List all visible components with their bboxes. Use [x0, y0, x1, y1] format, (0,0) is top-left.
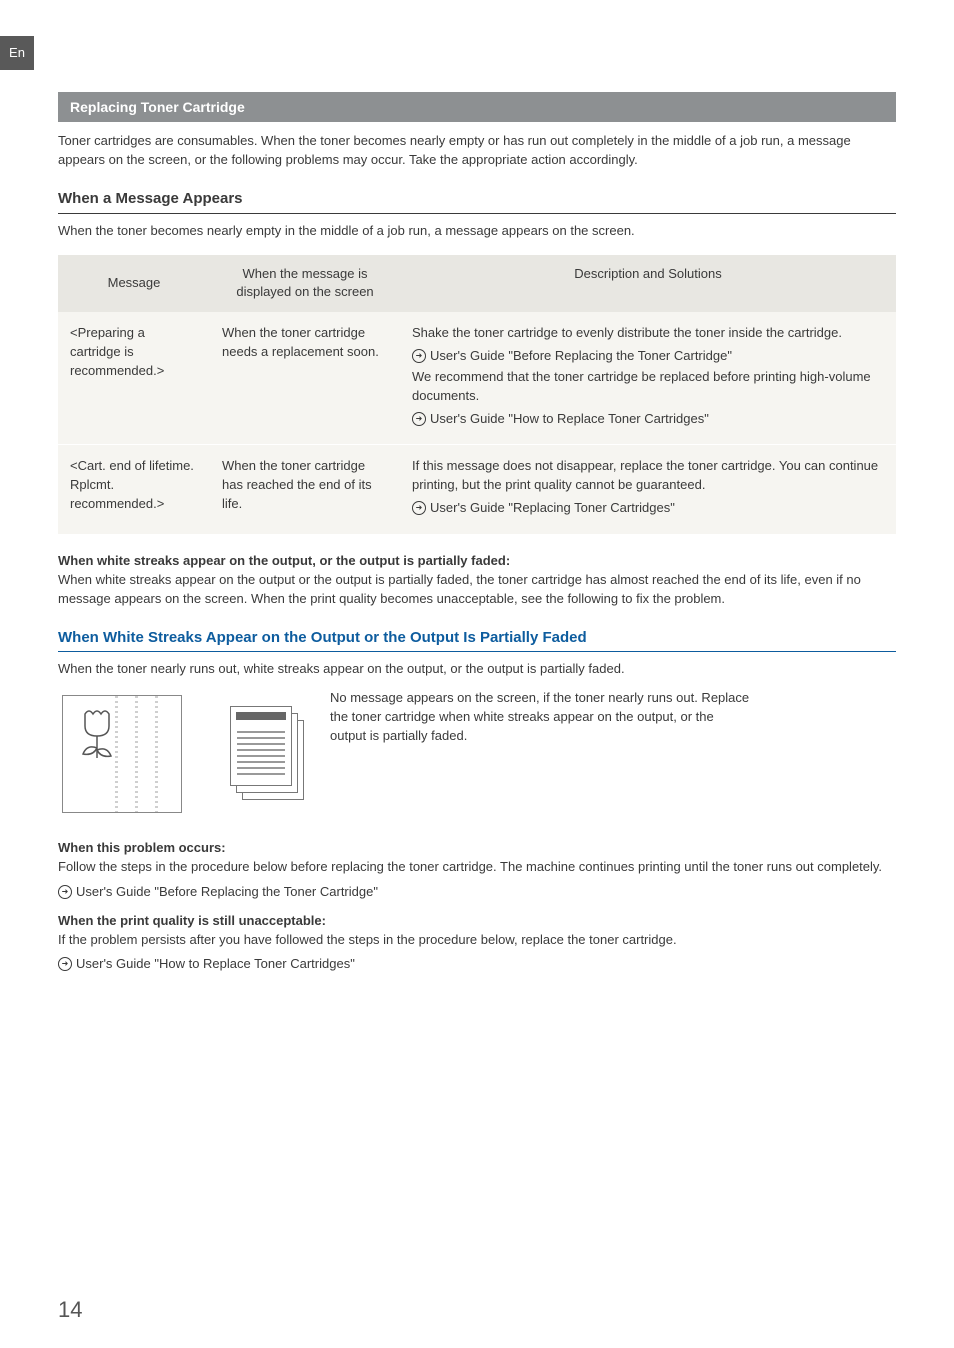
quality-unacceptable-heading: When the print quality is still unaccept… — [58, 912, 896, 931]
table-row: <Preparing a cartridge is recommended.> … — [58, 312, 896, 444]
intro-paragraph: Toner cartridges are consumables. When t… — [58, 132, 896, 170]
streaks-illustration — [58, 689, 308, 819]
guide-link-text: User's Guide "How to Replace Toner Cartr… — [76, 955, 355, 974]
quality-unacceptable-paragraph: If the problem persists after you have f… — [58, 931, 896, 950]
cell-message: <Cart. end of lifetime. Rplcmt. recommen… — [58, 445, 210, 534]
cell-when: When the toner cartridge has reached the… — [210, 445, 400, 534]
heading-white-streaks: When White Streaks Appear on the Output … — [58, 627, 896, 653]
guide-link: User's Guide "How to Replace Toner Cartr… — [412, 410, 884, 429]
guide-link-text: User's Guide "Before Replacing the Toner… — [430, 347, 732, 366]
streaks-bold-heading: When white streaks appear on the output,… — [58, 552, 896, 571]
table-header-message: Message — [58, 255, 210, 313]
message-intro: When the toner becomes nearly empty in t… — [58, 222, 896, 241]
cell-desc: Shake the toner cartridge to evenly dist… — [400, 312, 896, 444]
message-table: Message When the message is displayed on… — [58, 255, 896, 534]
table-header-row: Message When the message is displayed on… — [58, 255, 896, 313]
guide-link: User's Guide "Before Replacing the Toner… — [412, 347, 884, 366]
page-number: 14 — [58, 1294, 82, 1326]
cell-message: <Preparing a cartridge is recommended.> — [58, 312, 210, 444]
table-header-desc: Description and Solutions — [400, 255, 896, 313]
guide-link: User's Guide "Replacing Toner Cartridges… — [412, 499, 884, 518]
problem-occurs-heading: When this problem occurs: — [58, 839, 896, 858]
streaks-intro: When the toner nearly runs out, white st… — [58, 660, 896, 679]
table-header-when: When the message is displayed on the scr… — [210, 255, 400, 313]
arrow-icon — [412, 412, 426, 426]
desc-text: We recommend that the toner cartridge be… — [412, 368, 884, 406]
table-row: <Cart. end of lifetime. Rplcmt. recommen… — [58, 444, 896, 534]
arrow-icon — [412, 349, 426, 363]
faded-output-illustration — [62, 695, 182, 813]
desc-text: If this message does not disappear, repl… — [412, 457, 884, 495]
streaks-side-text: No message appears on the screen, if the… — [330, 689, 750, 746]
cell-when: When the toner cartridge needs a replace… — [210, 312, 400, 444]
guide-link-text: User's Guide "Replacing Toner Cartridges… — [430, 499, 675, 518]
heading-message-appears: When a Message Appears — [58, 188, 896, 214]
streaks-paragraph: When white streaks appear on the output … — [58, 571, 896, 609]
arrow-icon — [58, 885, 72, 899]
arrow-icon — [412, 501, 426, 515]
section-title-bar: Replacing Toner Cartridge — [58, 92, 896, 122]
guide-link-text: User's Guide "How to Replace Toner Cartr… — [430, 410, 709, 429]
cell-desc: If this message does not disappear, repl… — [400, 445, 896, 534]
desc-text: Shake the toner cartridge to evenly dist… — [412, 324, 884, 343]
guide-link: User's Guide "How to Replace Toner Cartr… — [58, 955, 896, 974]
guide-link-text: User's Guide "Before Replacing the Toner… — [76, 883, 378, 902]
arrow-icon — [58, 957, 72, 971]
guide-link: User's Guide "Before Replacing the Toner… — [58, 883, 896, 902]
problem-occurs-paragraph: Follow the steps in the procedure below … — [58, 858, 896, 877]
document-stack-illustration — [230, 706, 304, 802]
